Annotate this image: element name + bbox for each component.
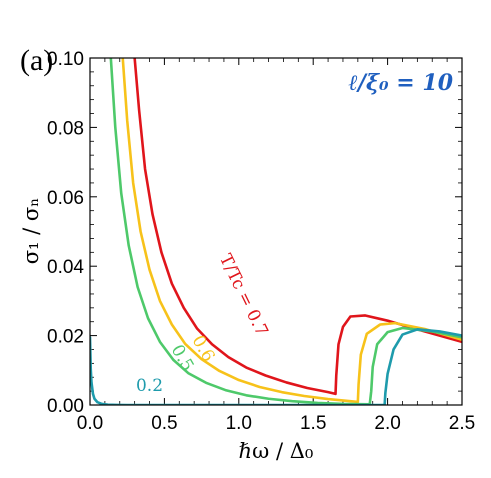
panel-label: (a) bbox=[20, 44, 53, 77]
x-tick-label: 1.0 bbox=[226, 413, 252, 434]
y-tick-label: 0.06 bbox=[47, 188, 84, 209]
x-tick-label: 1.5 bbox=[300, 413, 326, 434]
series-labels: T/Tc = 0.70.60.50.2 bbox=[136, 251, 272, 396]
y-axis-title: σ₁ / σₙ bbox=[19, 198, 43, 265]
x-axis-title: ℏω / Δ₀ bbox=[239, 439, 314, 463]
series-line-t02 bbox=[90, 328, 462, 405]
axis-ticks bbox=[89, 57, 463, 406]
y-tick-label: 0.04 bbox=[47, 257, 84, 278]
x-tick-label: 0.0 bbox=[77, 413, 103, 434]
x-tick-label: 2.5 bbox=[449, 413, 475, 434]
tick-labels: 0.0 0.5 1.0 1.5 2.0 2.5 0.00 0.02 0.04 0.06 0.08 0.… bbox=[47, 49, 475, 434]
y-tick-label: 0.02 bbox=[47, 327, 84, 348]
series-label-t07: T/Tc = 0.7 bbox=[215, 251, 272, 339]
y-tick-label: 0.08 bbox=[47, 118, 84, 139]
x-tick-label: 0.5 bbox=[151, 413, 177, 434]
series-label-t02: 0.2 bbox=[136, 376, 163, 396]
series-line-t07 bbox=[133, 58, 462, 396]
annotation-length-ratio: ℓ/ξ₀ = 10 bbox=[349, 70, 454, 96]
y-tick-label: 0.10 bbox=[47, 49, 84, 70]
plot-frame bbox=[89, 57, 463, 406]
series-line-t05 bbox=[109, 58, 462, 405]
y-tick-label: 0.00 bbox=[47, 396, 84, 417]
x-tick-label: 2.0 bbox=[374, 413, 400, 434]
series-line-t06 bbox=[121, 58, 462, 404]
series-layer bbox=[90, 58, 462, 405]
